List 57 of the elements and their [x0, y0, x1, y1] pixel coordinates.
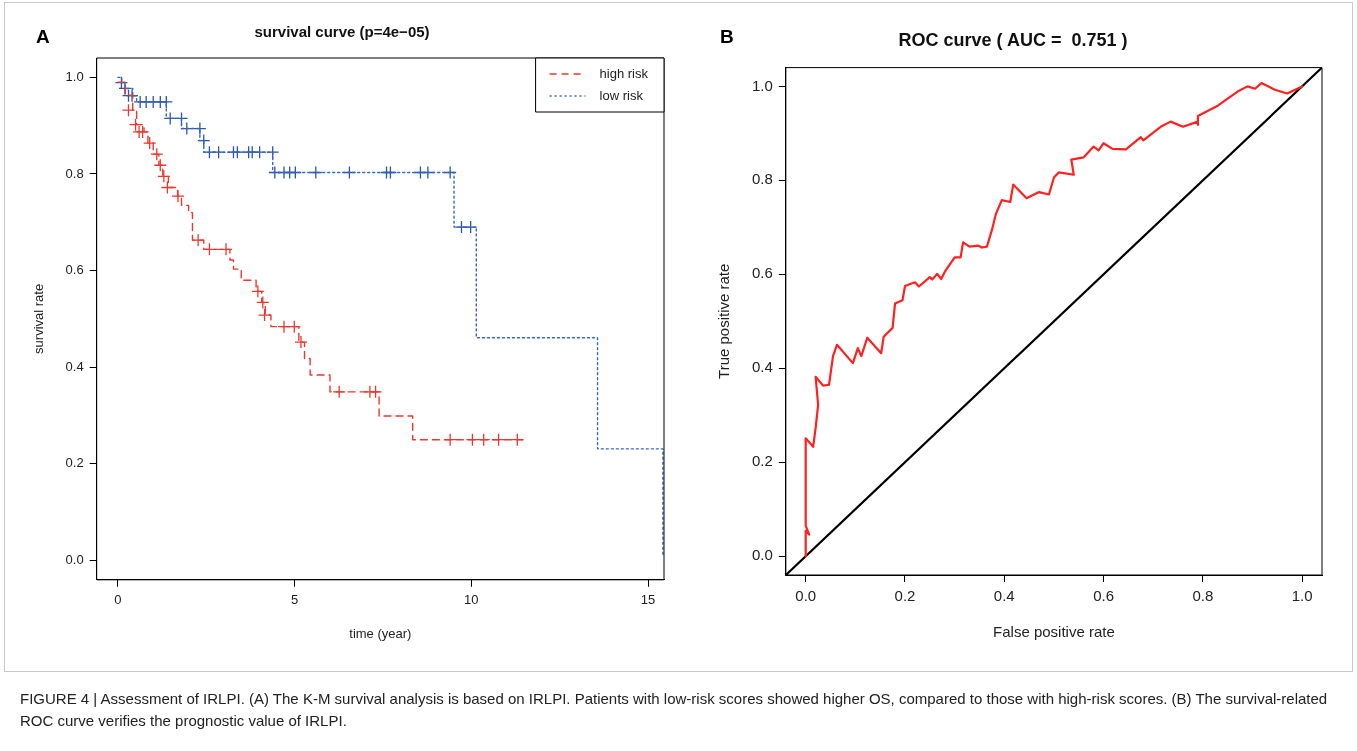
point — [465, 433, 480, 447]
y-tick-label: 0.4 — [751, 358, 773, 376]
chart-title: ROC curve ( AUC = 0.751 ) — [898, 29, 1128, 50]
y-tick-label: 0.0 — [751, 546, 773, 564]
point — [443, 165, 457, 180]
text: A — [36, 25, 50, 47]
point — [219, 242, 233, 256]
text: B — [720, 25, 734, 47]
point — [197, 133, 211, 148]
x-tick-label: 0.0 — [795, 587, 817, 605]
x-axis-title: False positive rate — [993, 623, 1115, 641]
y-axis-title: survival rate — [31, 283, 47, 354]
point — [383, 165, 398, 180]
x-tick-label: 1.0 — [1291, 587, 1313, 605]
y-tick-label: 0.8 — [751, 170, 773, 188]
point — [150, 147, 164, 161]
point — [159, 95, 173, 109]
x-tick-label: 0.8 — [1192, 587, 1214, 605]
legend-label: high risk — [599, 65, 649, 81]
point — [193, 121, 207, 136]
x-axis-title: time (year) — [349, 625, 412, 641]
legend-label: low risk — [599, 87, 644, 103]
point — [251, 284, 265, 299]
point — [171, 189, 185, 203]
point — [294, 335, 308, 349]
y-tick-label: 0.6 — [65, 262, 84, 278]
point — [309, 165, 323, 180]
x-tick-label: 10 — [464, 592, 479, 608]
x-tick-label: 5 — [291, 592, 299, 608]
y-tick-label: 0.2 — [751, 452, 773, 470]
point — [121, 103, 136, 117]
point — [143, 136, 157, 150]
y-tick-label: 1.0 — [751, 76, 773, 94]
point — [464, 220, 478, 234]
y-tick-label: 0.0 — [65, 552, 84, 568]
point — [288, 165, 302, 180]
x-tick-label: 0.4 — [993, 587, 1015, 605]
point — [368, 385, 383, 399]
x-tick-label: 0.6 — [1093, 587, 1114, 605]
y-tick-label: 0.6 — [751, 264, 773, 282]
x-tick-label: 15 — [640, 592, 656, 608]
y-tick-label: 0.2 — [65, 455, 84, 471]
y-tick-label: 0.4 — [65, 358, 84, 374]
point — [163, 111, 177, 126]
x-tick-label: 0 — [114, 592, 122, 608]
point — [230, 145, 245, 159]
caption: FIGURE 4 | Assessment of IRLPI. (A) The K-M survival analysis is based on IRLPI. Patients with low-risk scores showed higher OS, compared to those with high-risk scores. (B) The survival-related ROC curve verifies the prognostic value of IRLPI. — [20, 689, 1329, 731]
point — [153, 158, 167, 172]
point — [157, 169, 171, 184]
chart-title: survival curve (p=4e−05) — [254, 23, 430, 41]
point — [332, 385, 346, 399]
y-axis-title: True positive rate — [715, 263, 733, 379]
point — [256, 295, 270, 310]
x-tick-label: 0.2 — [894, 587, 916, 605]
y-tick-label: 1.0 — [65, 68, 84, 84]
point — [477, 433, 491, 447]
y-tick-label: 0.8 — [65, 165, 84, 181]
